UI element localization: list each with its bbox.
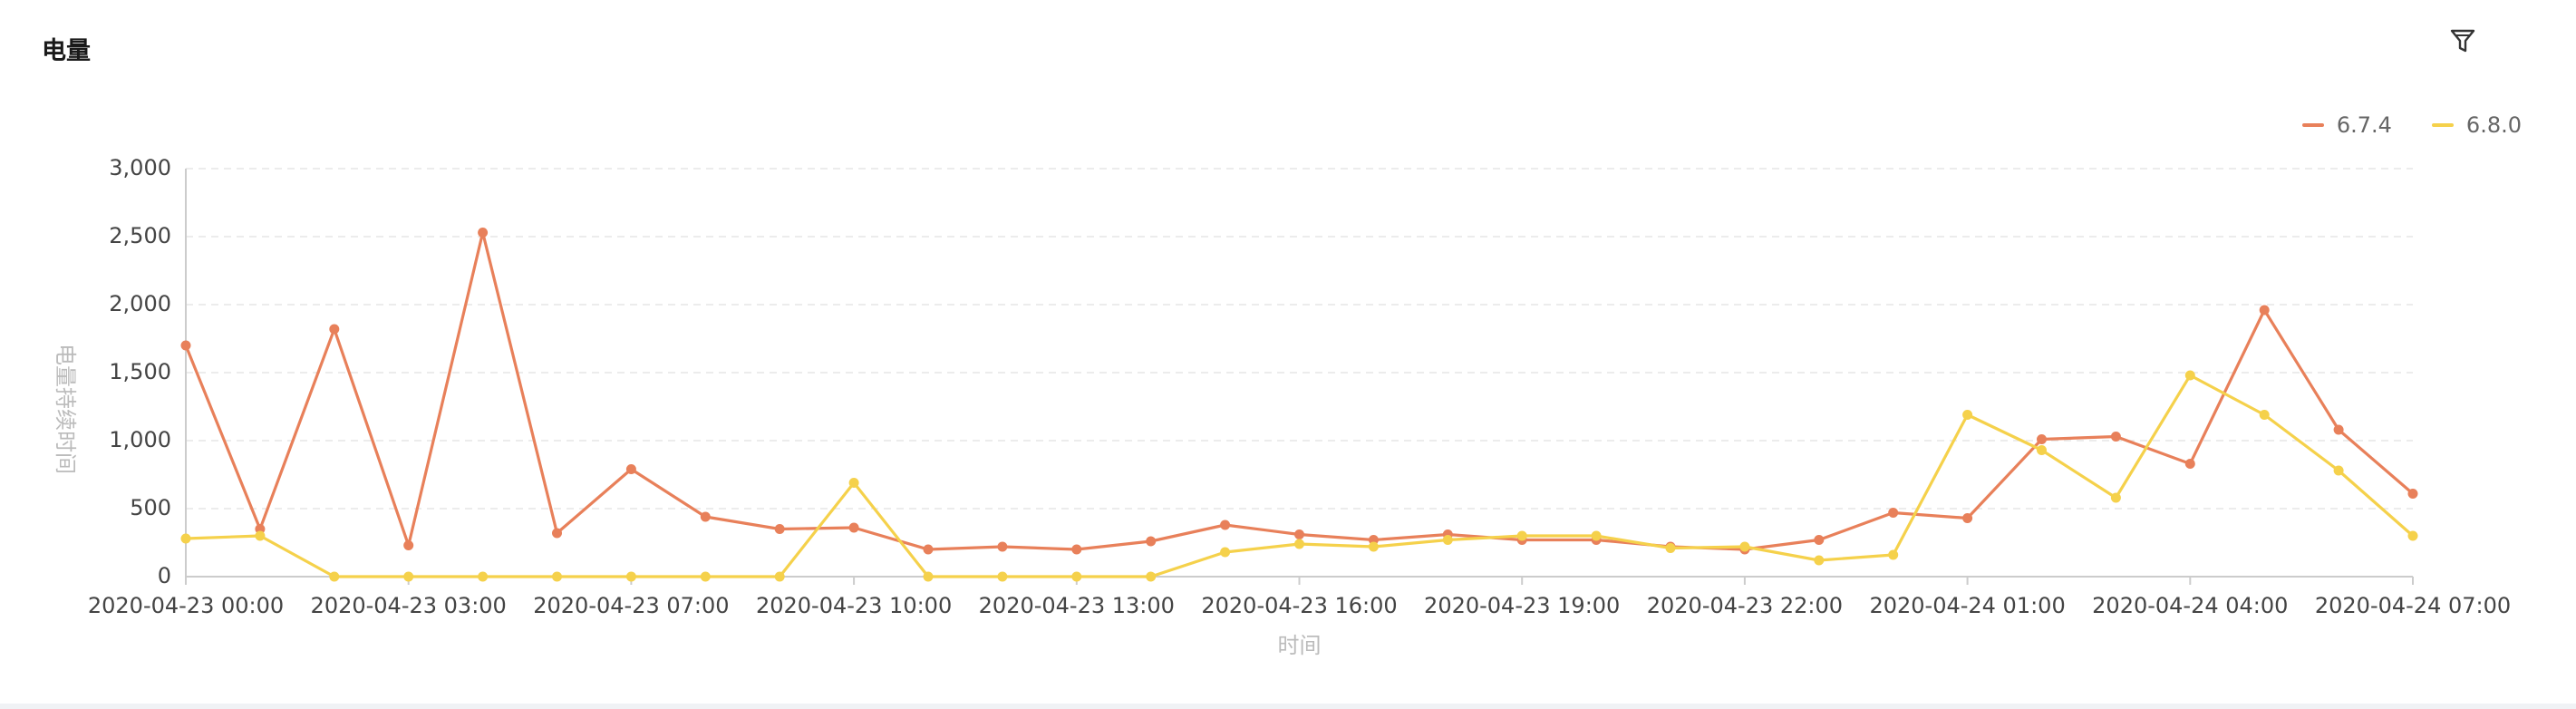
data-point[interactable] [2037,445,2047,455]
data-point[interactable] [180,533,191,544]
x-tick-label: 2020-04-24 01:00 [1869,593,2065,618]
data-point[interactable] [625,571,636,582]
data-point[interactable] [329,324,340,335]
data-point[interactable] [923,571,934,582]
data-point[interactable] [2259,410,2270,420]
data-point[interactable] [1220,547,1231,558]
data-point[interactable] [1146,571,1157,582]
series-2 [180,370,2418,582]
y-tick-label: 1,000 [109,427,171,452]
x-tick-label: 2020-04-24 07:00 [2315,593,2511,618]
data-point[interactable] [478,571,489,582]
series-line-1 [184,230,2415,551]
data-point[interactable] [255,530,266,541]
data-point[interactable] [1146,536,1157,547]
data-point[interactable] [700,571,711,582]
data-point[interactable] [997,571,1008,582]
data-point[interactable] [2407,530,2418,541]
legend-label-series-2: 6.8.0 [2465,112,2522,138]
data-point[interactable] [478,228,489,238]
data-point[interactable] [2037,434,2047,444]
data-point[interactable] [2110,492,2121,503]
legend-swatch-series-2 [2431,123,2454,127]
x-tick-label: 2020-04-23 03:00 [311,593,507,618]
data-point[interactable] [1739,541,1750,552]
data-point[interactable] [1591,530,1602,541]
data-point[interactable] [700,511,711,522]
x-tick-label: 2020-04-23 07:00 [533,593,729,618]
data-point[interactable] [625,464,636,474]
legend-swatch-series-1 [2301,123,2324,127]
data-point[interactable] [552,571,562,582]
filter-icon[interactable] [2447,25,2478,56]
axes [185,169,2414,585]
data-point[interactable] [1220,520,1231,530]
series-layer [180,228,2418,582]
data-point[interactable] [1665,543,1676,553]
data-point[interactable] [1888,508,1899,518]
legend-item-series-2[interactable]: 6.8.0 [2431,112,2522,138]
data-point[interactable] [552,528,562,539]
series-1 [180,228,2418,555]
y-tick-label: 2,500 [109,223,171,248]
y-tick-label: 500 [130,495,171,520]
data-point[interactable] [2259,305,2270,316]
x-tick-labels: 2020-04-23 00:00 2020-04-23 03:00 2020-04-… [88,593,2511,618]
x-tick-label: 2020-04-23 10:00 [756,593,952,618]
y-tick-label: 0 [158,563,171,588]
y-tick-label: 2,000 [109,291,171,316]
data-point[interactable] [1516,530,1527,541]
data-point[interactable] [2407,489,2418,499]
x-tick-label: 2020-04-23 16:00 [1201,593,1397,618]
data-point[interactable] [923,544,934,555]
data-point[interactable] [1294,529,1304,539]
data-point[interactable] [1071,544,1082,555]
y-tick-label: 1,500 [109,359,171,384]
data-point[interactable] [329,571,340,582]
data-point[interactable] [848,478,859,488]
x-tick-label: 2020-04-23 00:00 [88,593,284,618]
grid-lines [186,168,2413,510]
legend-label-series-1: 6.7.4 [2336,112,2392,138]
data-point[interactable] [774,524,785,534]
data-point[interactable] [2110,432,2121,442]
chart-legend: 6.7.4 6.8.0 [2301,112,2522,138]
data-point[interactable] [1814,555,1825,566]
data-point[interactable] [1071,571,1082,582]
x-tick-label: 2020-04-23 19:00 [1424,593,1620,618]
data-point[interactable] [1294,539,1304,549]
data-point[interactable] [1962,513,1973,523]
data-point[interactable] [1368,541,1379,552]
data-point[interactable] [997,541,1008,552]
data-point[interactable] [848,522,859,533]
data-point[interactable] [403,540,414,550]
data-point[interactable] [1962,410,1973,420]
x-axis-title: 时间 [1278,633,1322,658]
chart-title: 电量 [42,37,91,65]
x-tick-label: 2020-04-23 13:00 [979,593,1175,618]
data-point[interactable] [1888,549,1899,560]
data-point[interactable] [2184,459,2195,469]
legend-item-series-1[interactable]: 6.7.4 [2301,112,2392,138]
y-axis-title: 电量持续时间 [53,344,78,474]
data-point[interactable] [180,340,191,351]
data-point[interactable] [2333,465,2344,476]
y-tick-label: 3,000 [109,155,171,180]
data-point[interactable] [774,571,785,582]
x-tick-label: 2020-04-24 04:00 [2092,593,2288,618]
data-point[interactable] [2184,370,2195,381]
y-tick-labels: 0 500 1,000 1,500 2,000 2,500 3,000 [109,155,171,588]
data-point[interactable] [2333,424,2344,435]
data-point[interactable] [1442,535,1453,545]
data-point[interactable] [403,571,414,582]
x-tick-label: 2020-04-23 22:00 [1647,593,1843,618]
data-point[interactable] [1814,535,1825,545]
